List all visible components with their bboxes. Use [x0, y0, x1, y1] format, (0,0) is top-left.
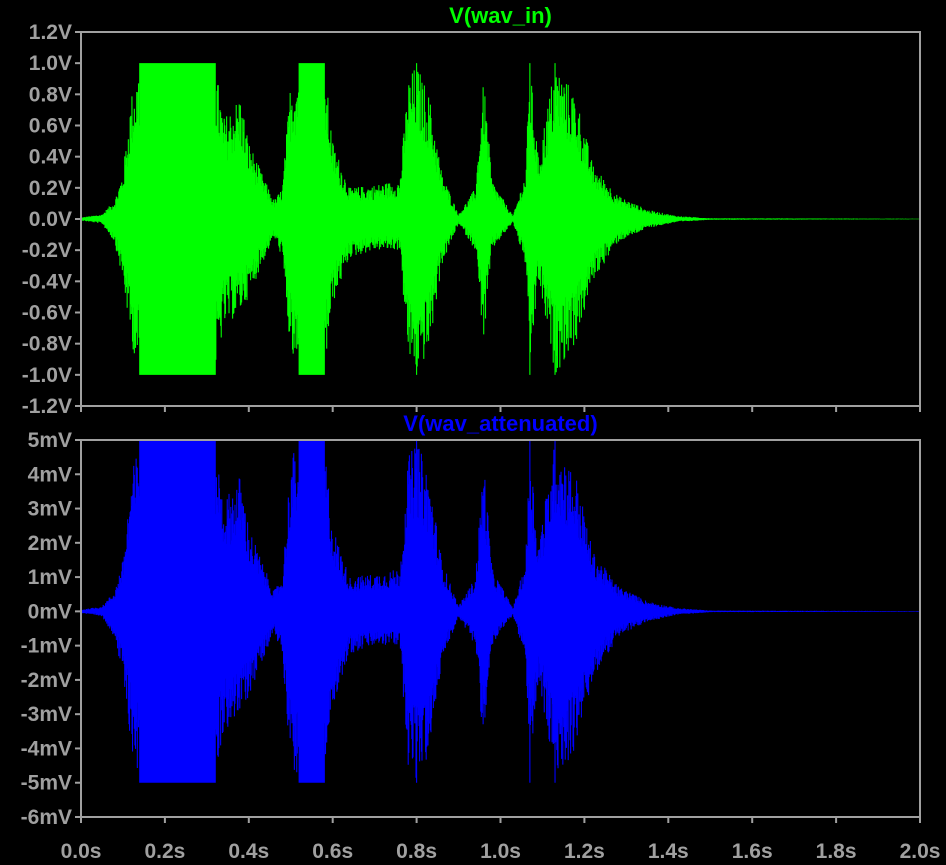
x-tick-label-8: 1.6s — [732, 840, 773, 863]
y-tick-label-1-9: -4mV — [21, 737, 72, 760]
y-tick-label-1-4: 1mV — [28, 566, 72, 589]
x-tick-label-7: 1.4s — [648, 840, 689, 863]
y-tick-label-0-6: 0.0V — [29, 208, 72, 231]
y-tick-label-1-11: -6mV — [21, 806, 72, 829]
x-tick-label-0: 0.0s — [61, 840, 102, 863]
y-tick-label-0-11: -1.0V — [22, 364, 72, 387]
y-tick-label-0-5: 0.2V — [29, 177, 72, 200]
y-tick-label-0-3: 0.6V — [29, 115, 72, 138]
y-tick-label-1-10: -5mV — [21, 772, 72, 795]
y-tick-label-1-3: 2mV — [28, 532, 72, 555]
y-tick-label-0-4: 0.4V — [29, 146, 72, 169]
chart-title-0: V(wav_in) — [449, 3, 552, 28]
y-tick-label-1-2: 3mV — [28, 498, 72, 521]
y-tick-label-0-12: -1.2V — [22, 395, 72, 418]
y-tick-label-0-7: -0.2V — [22, 239, 72, 262]
x-tick-label-3: 0.6s — [312, 840, 353, 863]
y-tick-label-0-10: -0.8V — [22, 333, 72, 356]
y-tick-label-0-8: -0.4V — [22, 270, 72, 293]
x-tick-label-1: 0.2s — [144, 840, 185, 863]
y-tick-label-0-0: 1.2V — [29, 21, 72, 44]
x-tick-label-5: 1.0s — [480, 840, 521, 863]
y-tick-label-0-9: -0.6V — [22, 302, 72, 325]
x-tick-label-10: 2.0s — [900, 840, 941, 863]
y-tick-label-0-1: 1.0V — [29, 52, 72, 75]
y-tick-label-1-7: -2mV — [21, 669, 72, 692]
y-tick-label-1-1: 4mV — [28, 463, 72, 486]
y-tick-label-1-8: -3mV — [21, 703, 72, 726]
y-tick-label-1-5: 0mV — [28, 600, 72, 623]
y-tick-label-1-0: 5mV — [28, 429, 72, 452]
y-tick-label-1-6: -1mV — [21, 635, 72, 658]
y-tick-label-0-2: 0.8V — [29, 83, 72, 106]
x-tick-label-4: 0.8s — [396, 840, 437, 863]
x-tick-label-6: 1.2s — [564, 840, 605, 863]
chart-title-1: V(wav_attenuated) — [403, 411, 597, 436]
x-tick-label-2: 0.4s — [228, 840, 269, 863]
x-tick-label-9: 1.8s — [816, 840, 857, 863]
